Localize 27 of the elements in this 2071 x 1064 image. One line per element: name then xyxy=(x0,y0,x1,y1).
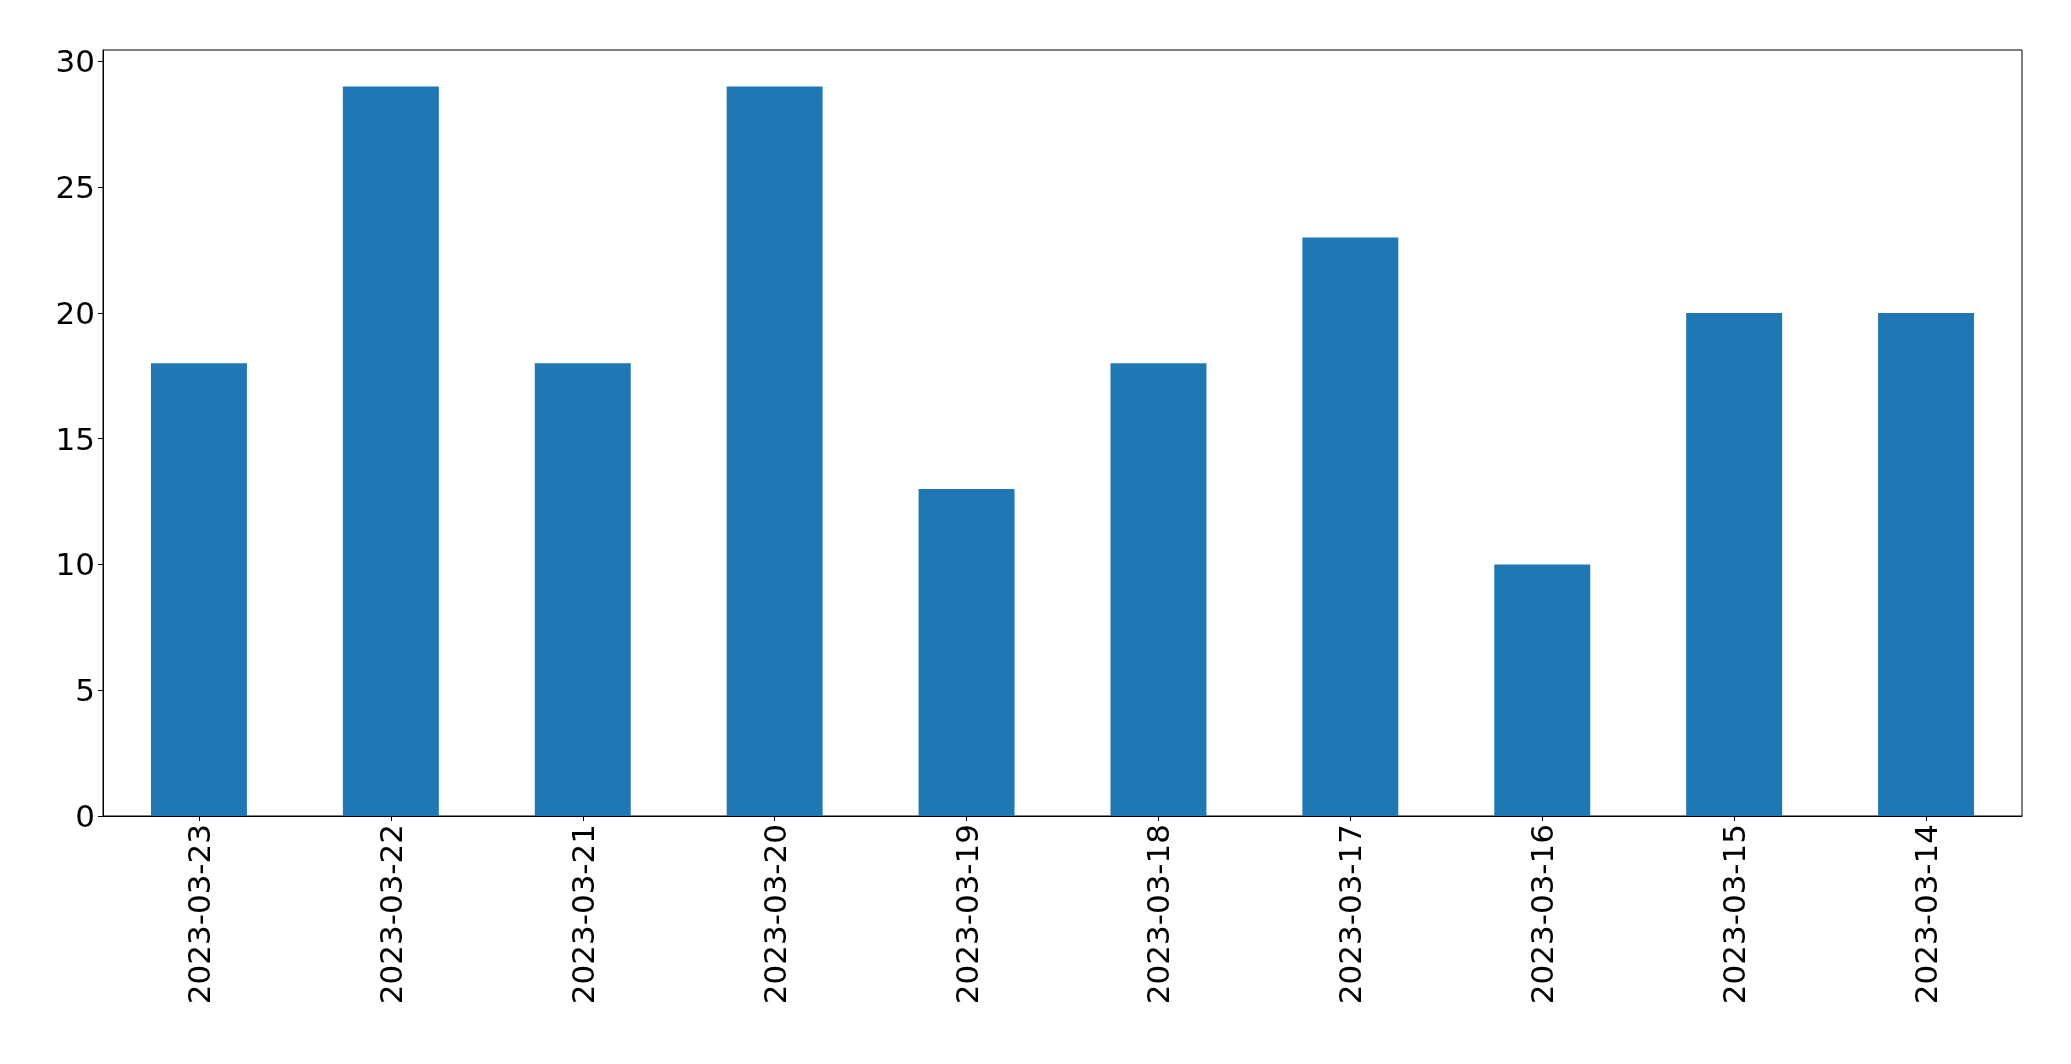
bar xyxy=(1110,363,1207,816)
bar xyxy=(1878,312,1975,816)
bar xyxy=(342,86,439,816)
x-tick-label: 2023-03-19 xyxy=(948,824,985,1005)
y-tick-label: 25 xyxy=(55,169,95,206)
x-tick-label: 2023-03-17 xyxy=(1332,824,1369,1005)
x-tick-label: 2023-03-22 xyxy=(372,824,409,1005)
y-tick-label: 0 xyxy=(75,798,95,834)
bar xyxy=(150,363,247,816)
y-tick-label: 15 xyxy=(55,420,95,457)
y-tick-label: 20 xyxy=(55,294,95,331)
x-tick-label: 2023-03-20 xyxy=(756,824,793,1005)
x-tick-label: 2023-03-15 xyxy=(1716,824,1753,1005)
x-tick-label: 2023-03-23 xyxy=(180,824,217,1005)
y-tick-label: 10 xyxy=(55,546,95,583)
bar xyxy=(1494,564,1591,816)
x-tick-label: 2023-03-21 xyxy=(564,824,601,1005)
y-tick-label: 5 xyxy=(75,672,95,709)
bar xyxy=(1302,237,1399,816)
x-tick-label: 2023-03-18 xyxy=(1140,824,1177,1005)
bar xyxy=(726,86,823,816)
bar xyxy=(534,363,631,816)
bar xyxy=(1686,312,1783,816)
bar xyxy=(918,488,1015,816)
y-tick-label: 30 xyxy=(55,43,95,80)
x-tick-label: 2023-03-16 xyxy=(1524,824,1561,1005)
x-tick-label: 2023-03-14 xyxy=(1908,824,1945,1005)
